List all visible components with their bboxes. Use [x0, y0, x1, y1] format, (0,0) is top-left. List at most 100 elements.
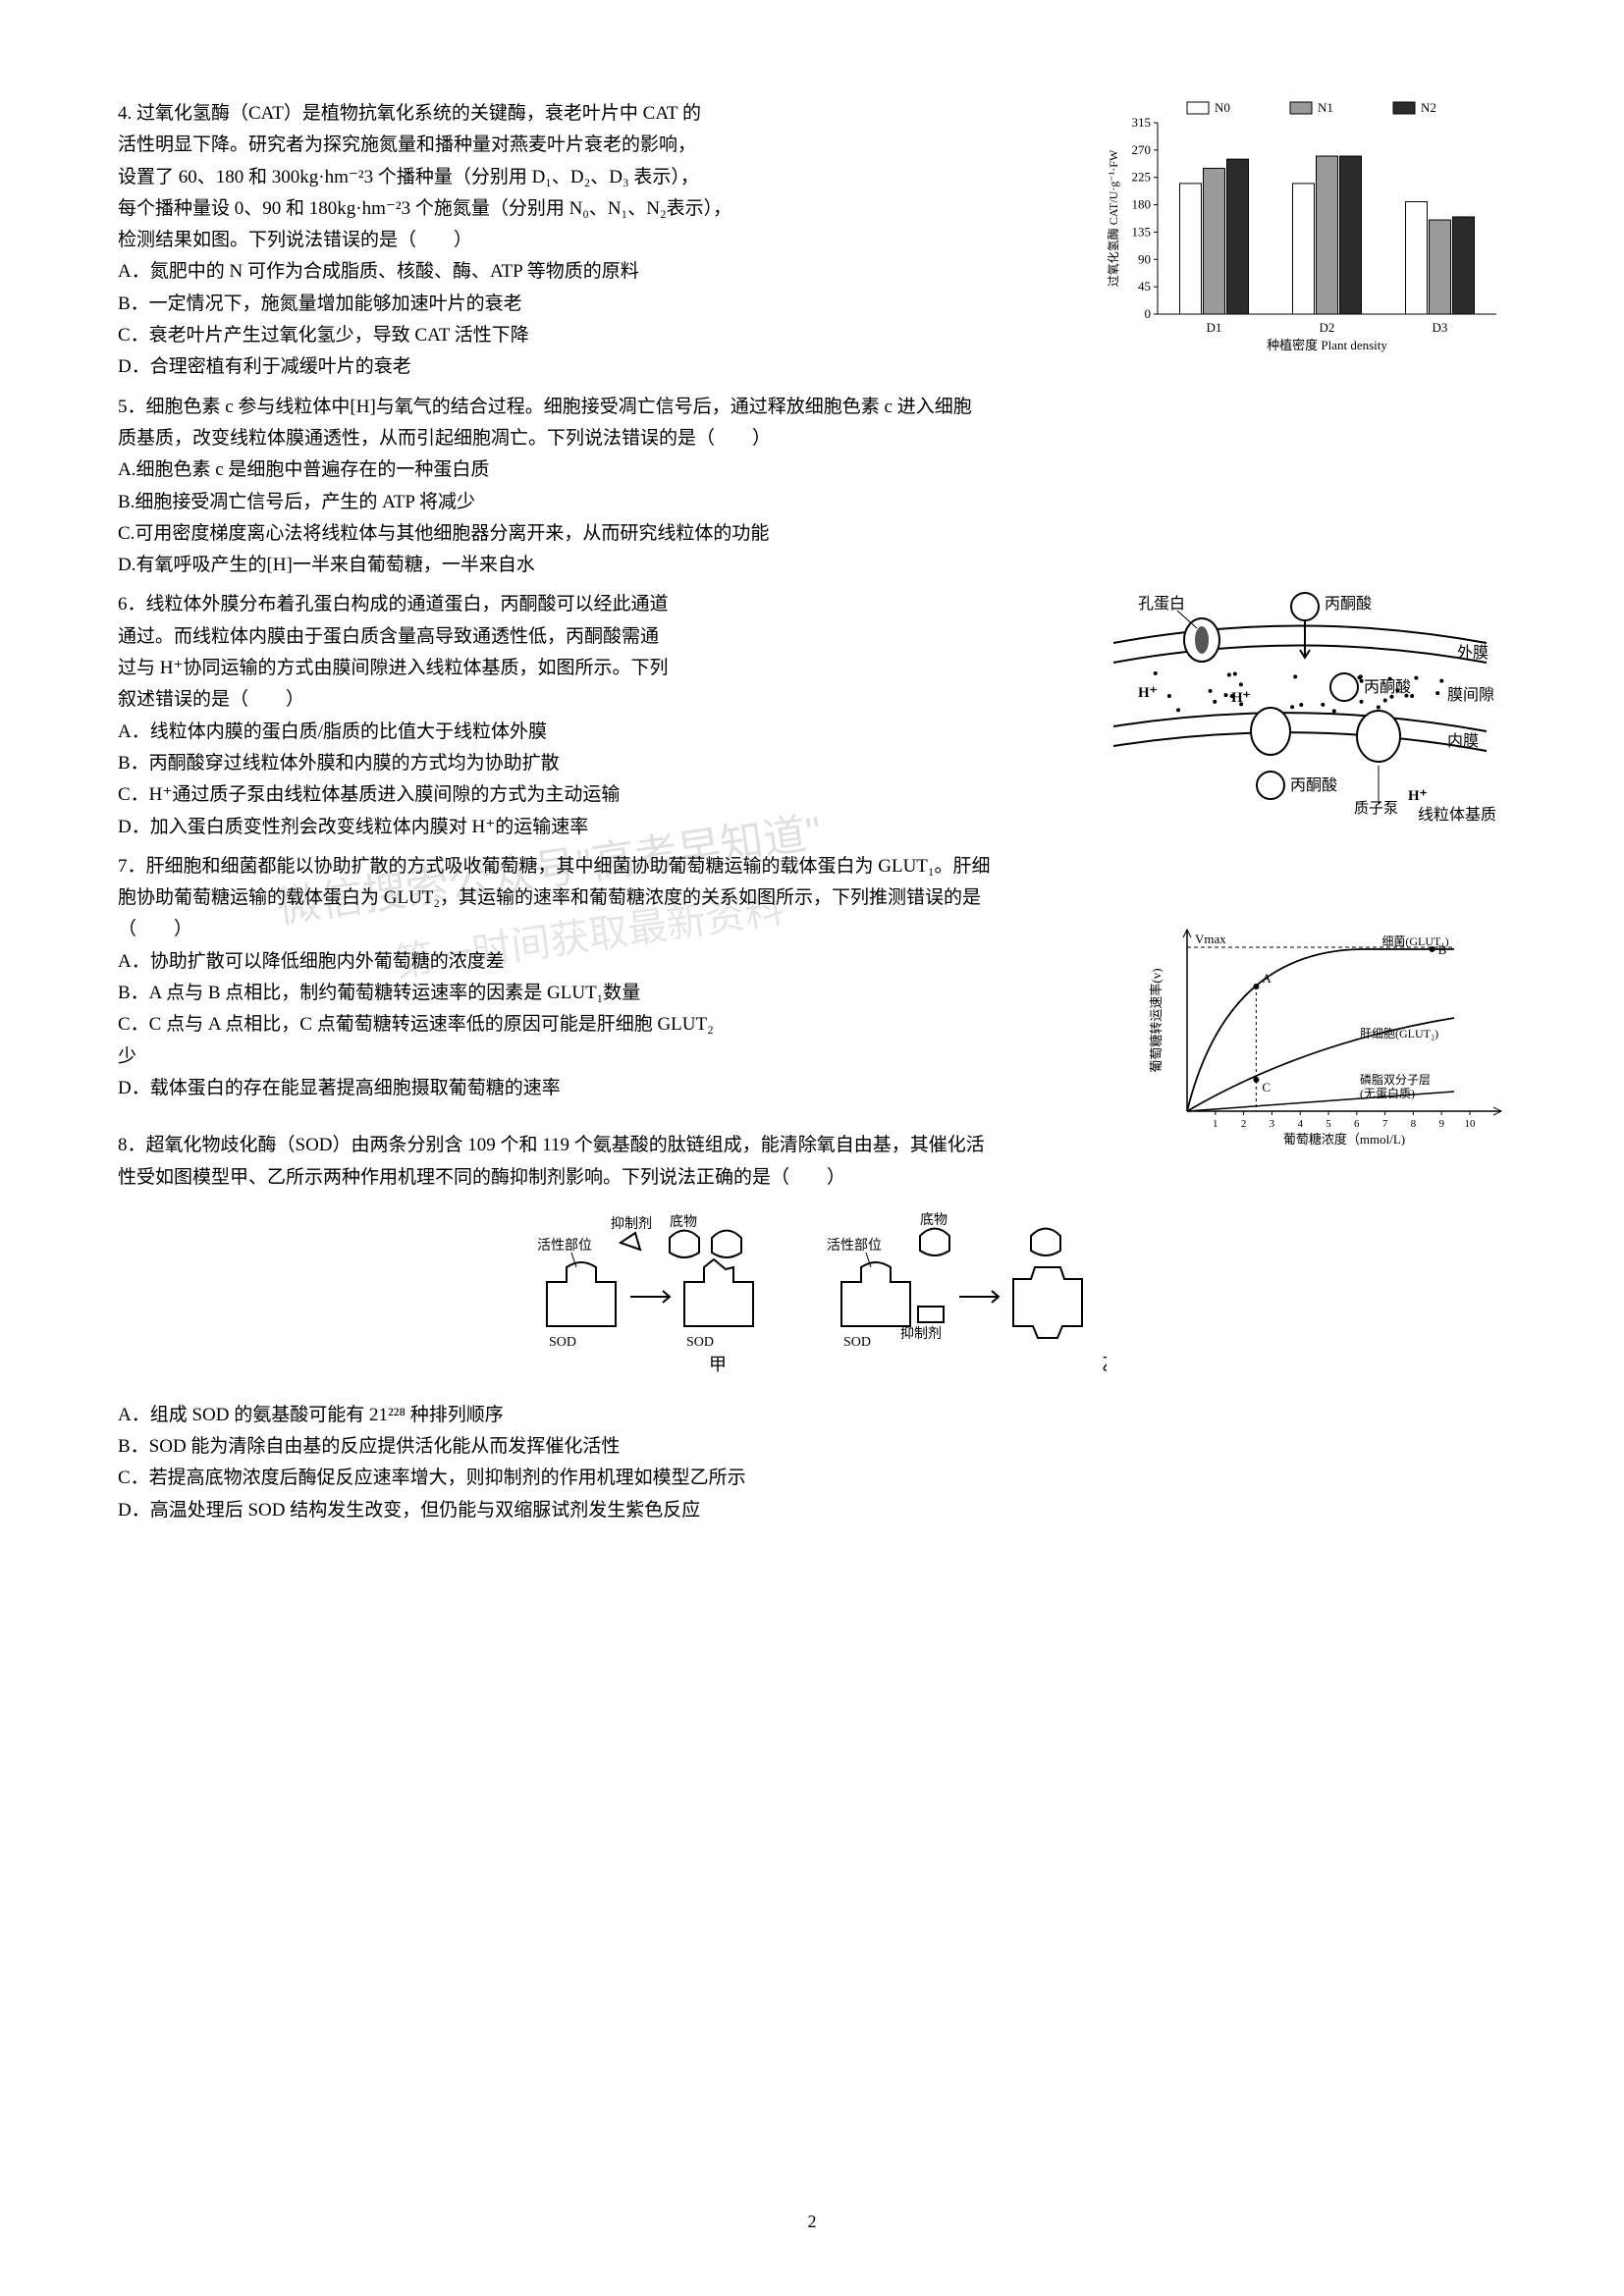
- svg-text:4: 4: [1297, 1118, 1303, 1130]
- svg-text:H⁺: H⁺: [1408, 788, 1428, 804]
- q5-optC: C.可用密度梯度离心法将线粒体与其他细胞器分离开来，从而研究线粒体的功能: [118, 518, 1506, 550]
- svg-text:10: 10: [1465, 1118, 1477, 1130]
- svg-text:内膜: 内膜: [1447, 732, 1479, 750]
- svg-text:SOD: SOD: [843, 1335, 871, 1350]
- svg-text:45: 45: [1138, 279, 1151, 294]
- svg-text:7: 7: [1382, 1118, 1388, 1130]
- svg-text:(无蛋白质): (无蛋白质): [1360, 1086, 1415, 1100]
- svg-text:D3: D3: [1433, 320, 1448, 335]
- q7-line-chart: 12345678910VmaxABC细菌(GLUT₁)肝细胞(GLUT₂)磷脂双…: [1143, 920, 1506, 1146]
- q4-optC: C．衰老叶片产生过氧化氢少，导致 CAT 活性下降: [118, 320, 1100, 351]
- q5-optA: A.细胞色素 c 是细胞中普遍存在的一种蛋白质: [118, 454, 1506, 486]
- q7-optB: B．A 点与 B 点相比，制约葡萄糖转运速率的因素是 GLUT₁数量: [118, 978, 1100, 1009]
- svg-text:丙酮酸: 丙酮酸: [1290, 776, 1337, 794]
- svg-text:H⁺: H⁺: [1138, 685, 1158, 701]
- svg-text:种植密度 Plant density: 种植密度 Plant density: [1267, 338, 1387, 352]
- svg-text:225: 225: [1132, 170, 1152, 185]
- q8-optC: C．若提高底物浓度后酶促反应速率增大，则抑制剂的作用机理如模型乙所示: [118, 1463, 1506, 1494]
- question-4: 4. 过氧化氢酶（CAT）是植物抗氧化系统的关键酶，衰老叶片中 CAT 的 活性…: [118, 98, 1506, 384]
- q8-optA: A．组成 SOD 的氨基酸可能有 21²²⁸ 种排列顺序: [118, 1400, 1506, 1431]
- svg-text:磷脂双分子层: 磷脂双分子层: [1360, 1072, 1431, 1087]
- svg-text:0: 0: [1145, 306, 1152, 321]
- svg-text:抑制剂: 抑制剂: [900, 1326, 942, 1342]
- svg-text:丙酮酸: 丙酮酸: [1325, 595, 1372, 613]
- svg-text:135: 135: [1132, 224, 1152, 239]
- svg-text:外膜: 外膜: [1457, 644, 1489, 662]
- svg-text:丙酮酸: 丙酮酸: [1364, 678, 1411, 696]
- svg-text:270: 270: [1132, 142, 1152, 157]
- svg-text:底物: 底物: [920, 1212, 947, 1228]
- q6-optB: B．丙酮酸穿过线粒体外膜和内膜的方式均为协助扩散: [118, 748, 1100, 779]
- q4-stem2: 活性明显下降。研究者为探究施氮量和播种量对燕麦叶片衰老的影响，: [118, 130, 1100, 161]
- q6-optA: A．线粒体内膜的蛋白质/脂质的比值大于线粒体外膜: [118, 717, 1100, 748]
- svg-text:细菌(GLUT₁): 细菌(GLUT₁): [1381, 934, 1448, 948]
- svg-text:线粒体基质: 线粒体基质: [1418, 806, 1496, 824]
- q8-stem2: 性受如图模型甲、乙所示两种作用机理不同的酶抑制剂影响。下列说法正确的是（ ）: [118, 1162, 1506, 1194]
- svg-text:N1: N1: [1318, 100, 1333, 115]
- q6-optD: D．加入蛋白质变性剂会改变线粒体内膜对 H⁺的运输速率: [118, 812, 1100, 843]
- svg-text:活性部位: 活性部位: [537, 1238, 592, 1254]
- svg-text:N2: N2: [1421, 100, 1436, 115]
- q8-stem1: 8．超氧化物歧化酶（SOD）由两条分别含 109 个和 119 个氨基酸的肽链组…: [118, 1130, 1506, 1161]
- svg-text:Vmax: Vmax: [1195, 932, 1226, 946]
- question-6: 6．线粒体外膜分布着孔蛋白构成的通道蛋白，丙酮酸可以经此通道 通过。而线粒体内膜…: [118, 589, 1506, 842]
- question-5: 5．细胞色素 c 参与线粒体中[H]与氧气的结合过程。细胞接受凋亡信号后，通过释…: [118, 392, 1506, 582]
- q7-optC2: 少: [118, 1041, 1100, 1073]
- svg-text:3: 3: [1270, 1118, 1275, 1130]
- q4-stem5: 检测结果如图。下列说法错误的是（ ）: [118, 225, 1100, 256]
- q7-stem2: 胞协助葡萄糖运输的载体蛋白为 GLUT₂，其运输的速率和葡萄糖浓度的关系如图所示…: [118, 882, 1506, 914]
- svg-text:315: 315: [1132, 115, 1152, 130]
- q4-stem3: 设置了 60、180 和 300kg·hm⁻²3 个播种量（分别用 D₁、D₂、…: [118, 162, 1100, 193]
- q7-optD: D．载体蛋白的存在能显著提高细胞摄取葡萄糖的速率: [118, 1073, 1100, 1104]
- svg-text:90: 90: [1138, 251, 1151, 266]
- q6-diagram: 孔蛋白丙酮酸外膜膜间隙丙酮酸H⁺H⁺内膜丙酮酸质子泵H⁺线粒体基质: [1094, 589, 1506, 834]
- q8-optB: B．SOD 能为清除自由基的反应提供活化能从而发挥催化活性: [118, 1431, 1506, 1463]
- q8-optD: D．高温处理后 SOD 结构发生改变，但仍能与双缩脲试剂发生紫色反应: [118, 1495, 1506, 1526]
- q4-bar-chart: N0N1N204590135180225270315D1D2D3过氧化氢酶 CA…: [1104, 98, 1506, 353]
- svg-text:2: 2: [1241, 1118, 1247, 1130]
- svg-text:6: 6: [1354, 1118, 1360, 1130]
- q6-stem3: 过与 H⁺协同运输的方式由膜间隙进入线粒体基质，如图所示。下列: [118, 653, 1100, 684]
- svg-text:D2: D2: [1320, 320, 1335, 335]
- svg-text:葡萄糖转运速率(v): 葡萄糖转运速率(v): [1149, 968, 1164, 1072]
- page-number: 2: [808, 2207, 817, 2237]
- svg-text:8: 8: [1411, 1118, 1417, 1130]
- svg-text:活性部位: 活性部位: [827, 1238, 882, 1254]
- svg-text:N0: N0: [1215, 100, 1230, 115]
- q7-optC: C．C 点与 A 点相比，C 点葡萄糖转运速率低的原因可能是肝细胞 GLUT₂: [118, 1009, 1100, 1041]
- svg-text:抑制剂: 抑制剂: [611, 1216, 652, 1232]
- svg-text:9: 9: [1438, 1118, 1444, 1130]
- svg-text:180: 180: [1132, 197, 1152, 212]
- q6-stem2: 通过。而线粒体内膜由于蛋白质含量高导致通透性低，丙酮酸需通: [118, 621, 1100, 653]
- svg-text:孔蛋白: 孔蛋白: [1138, 595, 1185, 613]
- q7-stem1: 7．肝细胞和细菌都能以协助扩散的方式吸收葡萄糖，其中细菌协助葡萄糖运输的载体蛋白…: [118, 851, 1506, 882]
- q5-optD: D.有氧呼吸产生的[H]一半来自葡萄糖，一半来自水: [118, 550, 1506, 581]
- q5-stem2: 质基质，改变线粒体膜通透性，从而引起细胞凋亡。下列说法错误的是（ ）: [118, 423, 1506, 454]
- svg-text:甲: 甲: [709, 1355, 727, 1374]
- svg-text:1: 1: [1213, 1118, 1218, 1130]
- svg-text:C: C: [1262, 1080, 1271, 1095]
- q6-optC: C．H⁺通过质子泵由线粒体基质进入膜间隙的方式为主动运输: [118, 779, 1100, 811]
- question-8: 8．超氧化物歧化酶（SOD）由两条分别含 109 个和 119 个氨基酸的肽链组…: [118, 1130, 1506, 1526]
- q5-stem1: 5．细胞色素 c 参与线粒体中[H]与氧气的结合过程。细胞接受凋亡信号后，通过释…: [118, 392, 1506, 423]
- svg-text:底物: 底物: [670, 1214, 697, 1230]
- svg-text:肝细胞(GLUT₂): 肝细胞(GLUT₂): [1360, 1027, 1438, 1041]
- q7-optA: A．协助扩散可以降低细胞内外葡萄糖的浓度差: [118, 946, 1100, 978]
- q5-optB: B.细胞接受凋亡信号后，产生的 ATP 将减少: [118, 487, 1506, 518]
- q6-stem1: 6．线粒体外膜分布着孔蛋白构成的通道蛋白，丙酮酸可以经此通道: [118, 589, 1100, 620]
- svg-text:SOD: SOD: [686, 1335, 714, 1350]
- svg-text:膜间隙: 膜间隙: [1447, 686, 1494, 704]
- q8-diagram: SOD活性部位抑制剂底物SOD甲SOD活性部位底物抑制剂乙: [517, 1208, 1107, 1385]
- q4-optB: B．一定情况下，施氮量增加能够加速叶片的衰老: [118, 289, 1100, 320]
- question-7: 7．肝细胞和细菌都能以协助扩散的方式吸收葡萄糖，其中细菌协助葡萄糖运输的载体蛋白…: [118, 851, 1506, 1104]
- svg-text:乙: 乙: [1102, 1355, 1107, 1374]
- svg-text:5: 5: [1326, 1118, 1331, 1130]
- svg-text:SOD: SOD: [549, 1335, 576, 1350]
- q6-stem4: 叙述错误的是（ ）: [118, 684, 1100, 716]
- svg-text:质子泵: 质子泵: [1354, 800, 1398, 817]
- q4-stem4: 每个播种量设 0、90 和 180kg·hm⁻²3 个施氮量（分别用 N₀、N₁…: [118, 193, 1100, 225]
- q4-stem1: 4. 过氧化氢酶（CAT）是植物抗氧化系统的关键酶，衰老叶片中 CAT 的: [118, 98, 1100, 130]
- q4-optD: D．合理密植有利于减缓叶片的衰老: [118, 351, 1100, 383]
- q4-optA: A．氮肥中的 N 可作为合成脂质、核酸、酶、ATP 等物质的原料: [118, 256, 1100, 288]
- svg-text:A: A: [1262, 971, 1272, 986]
